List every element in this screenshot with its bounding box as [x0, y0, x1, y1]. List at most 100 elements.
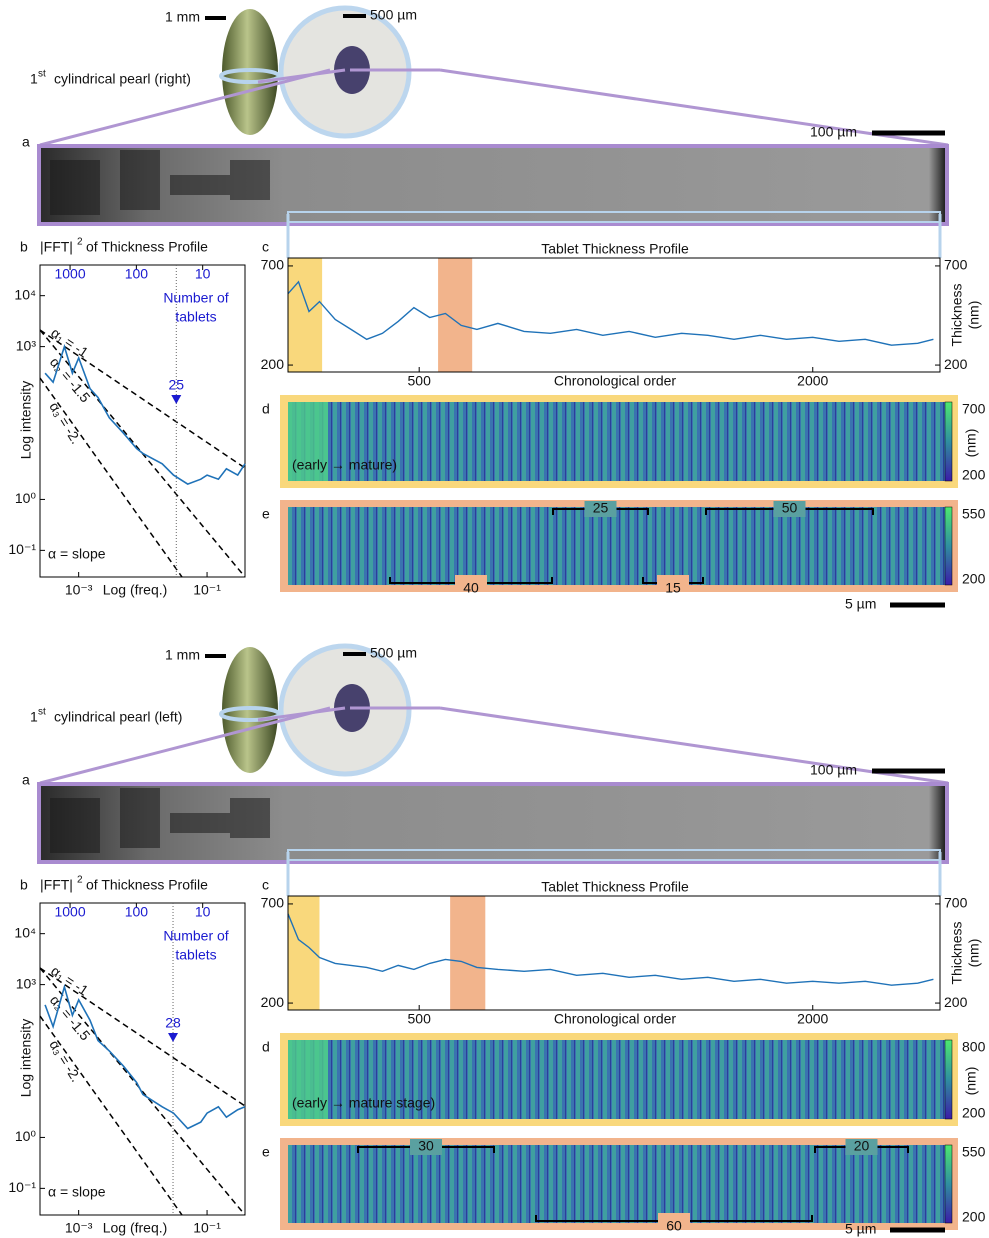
- annotation: tablets: [175, 947, 216, 963]
- y-tick-label: 10⁴: [14, 286, 36, 302]
- scale-label: 1 mm: [165, 9, 200, 25]
- bracket-label: 30: [418, 1138, 434, 1154]
- bracket-label-bg: [658, 1213, 690, 1229]
- scale-label: 1 mm: [165, 647, 200, 663]
- panel-title: 2: [77, 875, 83, 886]
- panel-letter: b: [20, 877, 28, 893]
- y-tick-label: 200: [944, 356, 968, 372]
- panel-title: of Thickness Profile: [86, 877, 208, 893]
- figure-panel: 1 mm 500 µm 1 st cylindrical pearl (right) a 1…: [8, 5, 986, 612]
- zoom-line: [39, 706, 331, 785]
- panel-letter: d: [262, 1039, 270, 1055]
- panel-letter: c: [262, 239, 269, 255]
- panel-letter: c: [262, 877, 269, 893]
- panel-title: Tablet Thickness Profile: [541, 241, 689, 257]
- micrograph-texture: [170, 175, 230, 195]
- colorbar-unit: (nm): [963, 429, 979, 458]
- x-tick-label: 2000: [797, 1011, 828, 1027]
- colorbar-tick-label: 700: [962, 401, 986, 417]
- panel-letter: b: [20, 239, 28, 255]
- bracket-label: 60: [666, 1218, 682, 1234]
- colorbar: [944, 506, 953, 586]
- zoom-box: [287, 849, 941, 861]
- panel-letter: d: [262, 401, 270, 417]
- x-axis-label: Chronological order: [554, 373, 677, 389]
- y-axis-label: (nm): [966, 939, 982, 968]
- annotation: Number of: [163, 290, 228, 306]
- x-tick-label: 500: [408, 373, 432, 389]
- bracket-label-bg: [455, 575, 487, 591]
- micrograph-texture: [50, 798, 100, 853]
- y-tick-label: 10⁴: [14, 924, 36, 940]
- y-axis-label: (nm): [966, 301, 982, 330]
- micrograph-texture: [50, 160, 100, 215]
- plot-frame: [287, 895, 941, 1011]
- x2-tick-label: 100: [125, 266, 149, 282]
- fft-line: [44, 343, 246, 485]
- slope-guide: [39, 967, 246, 1107]
- y-tick-label: 10⁻¹: [8, 541, 36, 557]
- marker-label: 28: [165, 1015, 181, 1031]
- x2-tick-label: 1000: [54, 904, 85, 920]
- bracket-label-bg: [845, 1139, 878, 1155]
- zoom-line: [257, 706, 346, 722]
- colorbar: [944, 401, 953, 482]
- x2-tick-label: 1000: [54, 266, 85, 282]
- colorbar: [944, 1039, 953, 1120]
- slope-label: α₁ = -1: [48, 324, 91, 360]
- y-tick-label: 700: [944, 895, 968, 911]
- slope-guide: [39, 377, 183, 578]
- bracket-label: 50: [782, 500, 798, 516]
- figure-panel: 1 mm 500 µm 1 st cylindrical pearl (left) a 10…: [8, 643, 986, 1237]
- colorbar-tick-label: 800: [962, 1039, 986, 1055]
- pearl-label: cylindrical pearl (left): [54, 709, 182, 725]
- map-image: [288, 1145, 945, 1223]
- map-note: (early → mature): [292, 457, 397, 473]
- colorbar-tick-label: 200: [962, 467, 986, 483]
- highlight: [438, 258, 473, 372]
- plot-frame: [39, 264, 246, 578]
- y-tick-label: 700: [944, 257, 968, 273]
- y-tick-label: 700: [261, 257, 285, 273]
- slope-label: α₃ = -2.: [46, 399, 84, 447]
- bracket-label: 25: [593, 500, 609, 516]
- panel-title: Tablet Thickness Profile: [541, 879, 689, 895]
- bracket-label: 20: [854, 1138, 870, 1154]
- x-axis-label: Log (freq.): [103, 582, 168, 598]
- micrograph-texture: [230, 798, 270, 838]
- scale-label: 500 µm: [370, 7, 417, 23]
- y-tick-label: 10³: [16, 975, 37, 991]
- marker: [171, 395, 182, 404]
- map-note: (early → mature stage): [292, 1095, 435, 1111]
- x2-tick-label: 100: [125, 904, 149, 920]
- panel-letter: a: [22, 134, 30, 150]
- colorbar-tick-label: 550: [962, 1144, 986, 1160]
- colorbar-tick-label: 550: [962, 506, 986, 522]
- scale-label: 100 µm: [810, 762, 857, 778]
- panel-letter: e: [262, 506, 270, 522]
- early-region: [288, 402, 328, 481]
- thickness-line: [287, 280, 934, 346]
- pearl-label: st: [38, 69, 46, 80]
- x-tick-label: 10⁻³: [65, 582, 93, 598]
- y-tick-label: 200: [261, 994, 285, 1010]
- slope-label: α₁ = -1: [48, 962, 91, 998]
- colorbar-tick-label: 200: [962, 1105, 986, 1121]
- x-axis-label: Chronological order: [554, 1011, 677, 1027]
- micrograph-texture: [120, 150, 160, 210]
- y-axis-label: Log intensity: [18, 1019, 34, 1098]
- marker: [168, 1033, 179, 1042]
- y-tick-label: 10⁻¹: [8, 1179, 36, 1195]
- bracket-label-bg: [773, 501, 806, 517]
- micrograph-texture: [230, 160, 270, 200]
- plot-frame: [287, 257, 941, 373]
- bracket-label-bg: [584, 501, 617, 517]
- panel-title: |FFT|: [40, 877, 73, 893]
- highlight: [288, 258, 323, 372]
- slope-note: α = slope: [48, 546, 106, 562]
- panel-letter: e: [262, 1144, 270, 1160]
- pearl-label: st: [38, 707, 46, 718]
- panel-title: |FFT|: [40, 239, 73, 255]
- y-axis-label: Log intensity: [18, 381, 34, 460]
